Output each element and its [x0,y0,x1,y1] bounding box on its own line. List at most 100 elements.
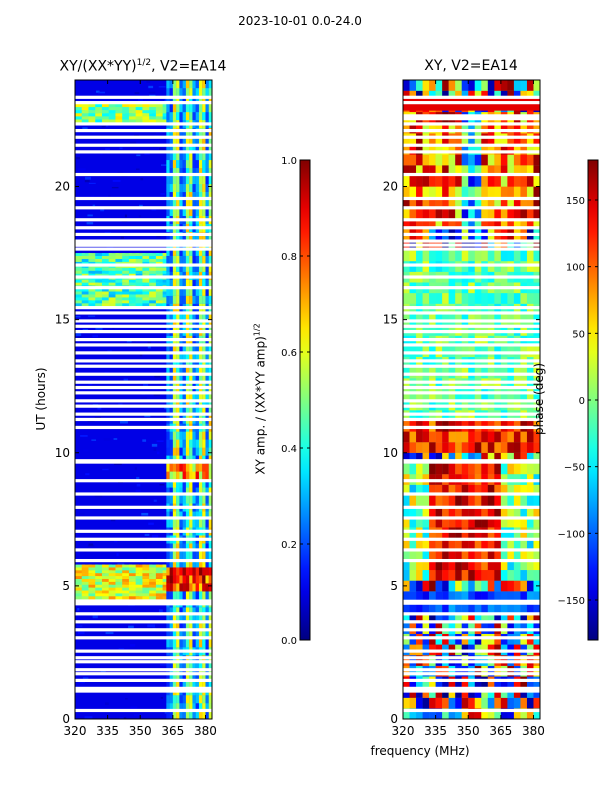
amplitude-channel-cell [189,711,193,719]
amplitude-speckle [156,451,160,455]
amplitude-channel-cell [192,80,196,89]
amplitude-channel-cell [189,567,193,576]
amplitude-channel-cell [185,439,190,448]
amplitude-channel-cell [208,207,212,216]
amplitude-channel-cell [182,367,187,376]
amplitude-channel-cell [208,471,212,480]
amplitude-channel-cell [182,543,187,552]
amplitude-channel-cell [169,695,173,704]
amplitude-channel-cell [208,543,212,552]
amplitude-channel-cell [202,447,206,456]
phase-cell [422,165,430,176]
amplitude-band-cell [142,593,153,597]
amplitude-channel-cell [208,583,212,592]
amplitude-channel-cell [182,319,187,328]
amplitude-band-cell [75,567,85,571]
phase-cell [455,708,462,719]
amplitude-channel-cell [169,567,173,576]
phase-cell [403,569,410,581]
amplitude-band-cell [81,291,92,295]
phase-masked-row [403,337,540,342]
amplitude-channel-cell [172,567,177,576]
phase-masked-row [403,196,540,201]
amplitude-channel-cell [205,559,209,568]
phase-cell [494,165,502,176]
phase-cell [494,122,502,134]
amplitude-channel-cell [166,343,170,352]
amplitude-channel-cell [179,343,183,352]
amplitude-band-cell [122,596,133,600]
amplitude-band-cell [101,270,112,275]
amplitude-channel-cell [198,495,203,504]
phase-cell [416,250,423,262]
amplitude-channel-cell [198,431,203,440]
amplitude-channel-cell [185,279,190,288]
amplitude-band-cell [142,300,153,304]
phase-cell [468,612,475,624]
amplitude-channel-cell [169,111,173,121]
amplitude-channel-cell [185,511,190,520]
amplitude-channel-cell [169,391,173,400]
amplitude-speckle [159,147,166,150]
amplitude-channel-cell [189,559,193,568]
amplitude-band-cell [122,570,133,574]
phase-cell [533,250,540,262]
amplitude-channel-cell [189,639,193,648]
amplitude-band-cell [135,573,146,577]
amplitude-y-tick-label: 0 [62,712,70,726]
phase-cell [409,431,417,443]
amplitude-band-cell [142,576,153,580]
amplitude-channel-cell [205,399,209,408]
amplitude-channel-cell [176,431,180,440]
amplitude-masked-row [75,232,212,237]
amplitude-speckle [118,648,125,650]
amplitude-speckle [135,489,141,492]
amplitude-masked-row [75,128,212,133]
amplitude-channel-cell [208,703,212,712]
phase-cell [487,612,495,624]
phase-cell [448,559,456,571]
phase-cell [416,559,423,571]
amplitude-band-cell [115,279,126,284]
amplitude-channel-cell [198,391,203,400]
phase-cell [533,548,540,560]
phase-cell [507,580,515,592]
amplitude-speckle [138,98,143,101]
amplitude-colorbar-tick-label: 1.0 [281,156,297,167]
amplitude-band-cell [75,103,85,108]
amplitude-band-cell [115,116,126,120]
amplitude-band-cell [135,256,146,260]
amplitude-channel-cell [192,167,196,177]
phase-cell [409,80,417,81]
amplitude-channel-cell [202,111,206,121]
phase-cell [461,165,469,176]
amplitude-masked-row [75,364,212,368]
phase-masked-row [403,311,540,315]
amplitude-channel-cell [179,191,183,201]
amplitude-channel-cell [185,311,190,320]
amplitude-channel-cell [179,559,183,568]
phase-masked-row [403,239,540,243]
amplitude-channel-cell [189,255,193,264]
amplitude-band-cell [108,567,119,571]
amplitude-channel-cell [208,247,212,256]
amplitude-channel-cell [179,359,183,368]
phase-masked-row [403,425,540,430]
amplitude-channel-cell [176,151,180,161]
amplitude-channel-cell [205,159,209,169]
amplitude-band-cell [75,584,85,589]
amplitude-band-cell [128,567,139,571]
phase-cell [461,186,469,198]
amplitude-channel-cell [185,559,190,568]
amplitude-band-cell [128,564,139,568]
phase-cell [448,601,456,613]
amplitude-channel-cell [198,95,203,105]
amplitude-channel-cell [185,407,190,416]
phase-cell [474,175,482,187]
amplitude-band-cell [149,258,160,263]
amplitude-band-cell [135,593,146,597]
phase-cell [526,293,534,304]
phase-cell [442,559,449,571]
phase-cell [494,175,502,187]
phase-cell [526,442,534,453]
